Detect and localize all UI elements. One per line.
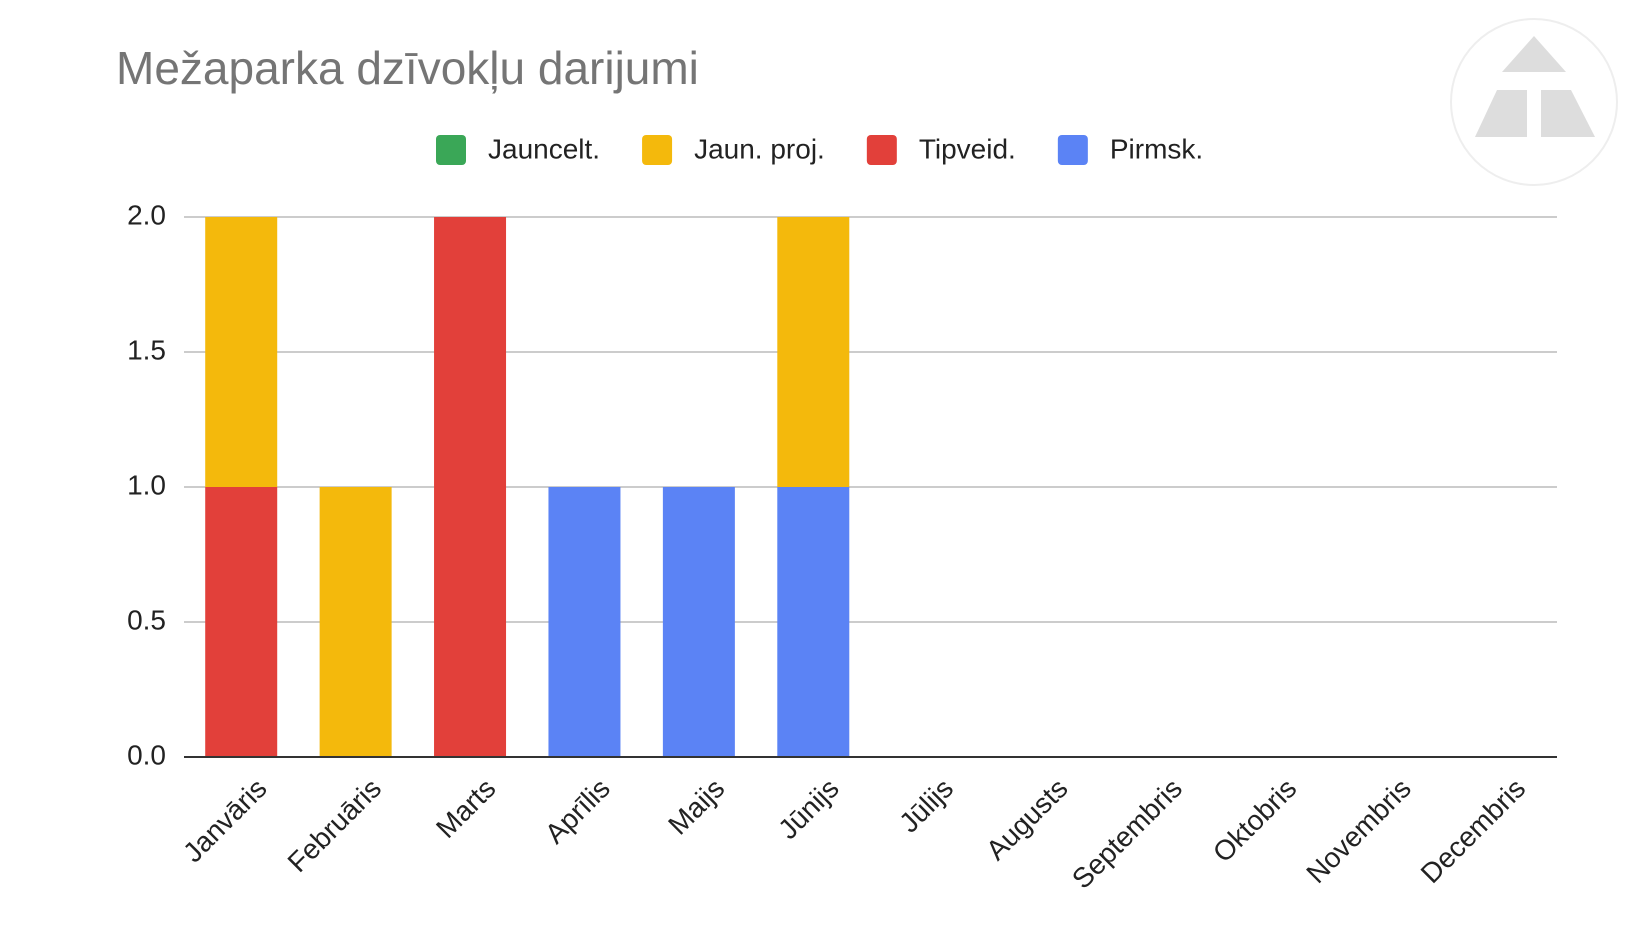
legend-swatch [1057,135,1088,165]
legend-swatch [866,135,897,165]
bar-segment [662,487,735,757]
legend-label: Pirmsk. [1110,133,1203,164]
legend-label: Tipveid. [919,133,1016,164]
legend-swatch [642,135,673,165]
bar-segment [777,487,850,757]
bar-segment [319,487,392,757]
legend-label: Jaun. proj. [694,133,825,164]
y-tick-label: 1.5 [127,334,166,365]
chart-title: Mežaparka dzīvokļu darijumi [116,42,699,94]
legend-swatch [436,135,466,165]
bar-segment [205,217,278,487]
bar-segment [205,487,278,757]
y-tick-label: 0.5 [127,604,166,635]
y-tick-label: 2.0 [127,199,166,230]
y-tick-label: 1.0 [127,469,166,500]
logo [1450,18,1618,186]
y-tick-label: 0.0 [127,739,166,770]
bar-segment [777,217,850,487]
legend-label: Jauncelt. [488,133,600,164]
bar-segment [548,487,621,757]
bar-segment [434,217,507,757]
